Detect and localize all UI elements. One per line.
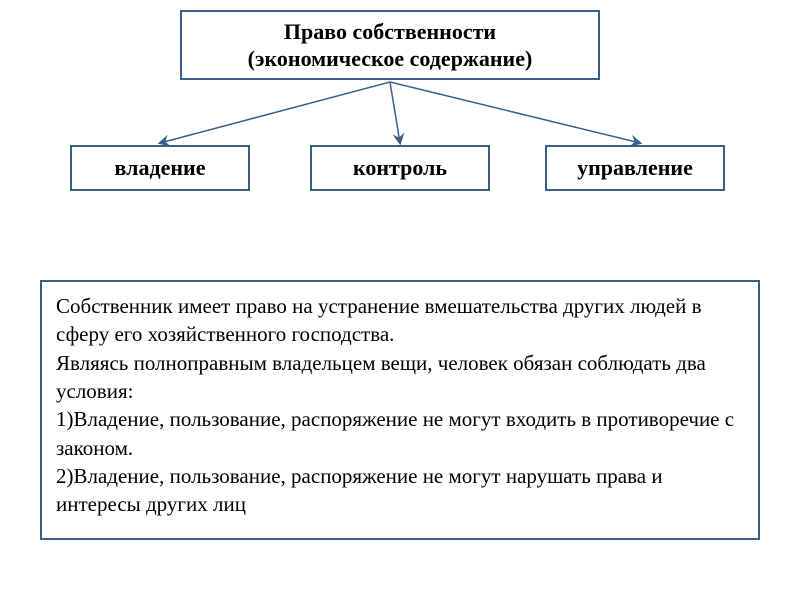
description-line-2: 1)Владение, пользование, распоряжение не…: [56, 405, 744, 462]
description-line-3: 2)Владение, пользование, распоряжение не…: [56, 462, 744, 519]
title-box: Право собственности (экономическое содер…: [180, 10, 600, 80]
description-line-1: Являясь полноправным владельцем вещи, че…: [56, 349, 744, 406]
description-box: Собственник имеет право на устранение вм…: [40, 280, 760, 540]
child-label-0: владение: [115, 154, 206, 182]
child-label-2: управление: [577, 154, 693, 182]
child-box-2: управление: [545, 145, 725, 191]
child-box-0: владение: [70, 145, 250, 191]
title-line-2: (экономическое содержание): [248, 45, 533, 73]
title-line-1: Право собственности: [284, 18, 496, 46]
description-line-0: Собственник имеет право на устранение вм…: [56, 292, 744, 349]
child-box-1: контроль: [310, 145, 490, 191]
child-label-1: контроль: [353, 154, 447, 182]
